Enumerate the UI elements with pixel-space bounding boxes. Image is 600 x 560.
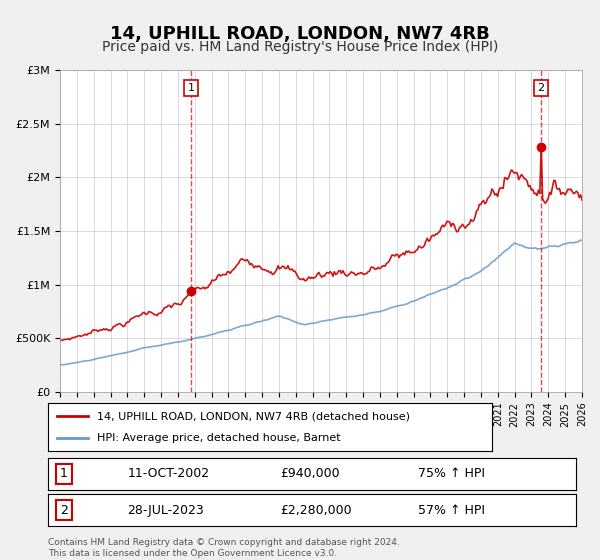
Text: 14, UPHILL ROAD, LONDON, NW7 4RB (detached house): 14, UPHILL ROAD, LONDON, NW7 4RB (detach… (97, 411, 410, 421)
Text: 1: 1 (60, 467, 68, 480)
Text: 57% ↑ HPI: 57% ↑ HPI (418, 503, 485, 517)
Text: 75% ↑ HPI: 75% ↑ HPI (418, 467, 485, 480)
Text: £2,280,000: £2,280,000 (280, 503, 352, 517)
Text: 11-OCT-2002: 11-OCT-2002 (127, 467, 209, 480)
Text: Price paid vs. HM Land Registry's House Price Index (HPI): Price paid vs. HM Land Registry's House … (102, 40, 498, 54)
Text: 14, UPHILL ROAD, LONDON, NW7 4RB: 14, UPHILL ROAD, LONDON, NW7 4RB (110, 25, 490, 43)
Text: 28-JUL-2023: 28-JUL-2023 (127, 503, 204, 517)
Text: HPI: Average price, detached house, Barnet: HPI: Average price, detached house, Barn… (97, 433, 340, 443)
Text: 2: 2 (60, 503, 68, 517)
Text: 2: 2 (538, 83, 545, 93)
Text: Contains HM Land Registry data © Crown copyright and database right 2024.: Contains HM Land Registry data © Crown c… (48, 538, 400, 547)
Text: This data is licensed under the Open Government Licence v3.0.: This data is licensed under the Open Gov… (48, 549, 337, 558)
Text: 1: 1 (188, 83, 194, 93)
Text: £940,000: £940,000 (280, 467, 340, 480)
